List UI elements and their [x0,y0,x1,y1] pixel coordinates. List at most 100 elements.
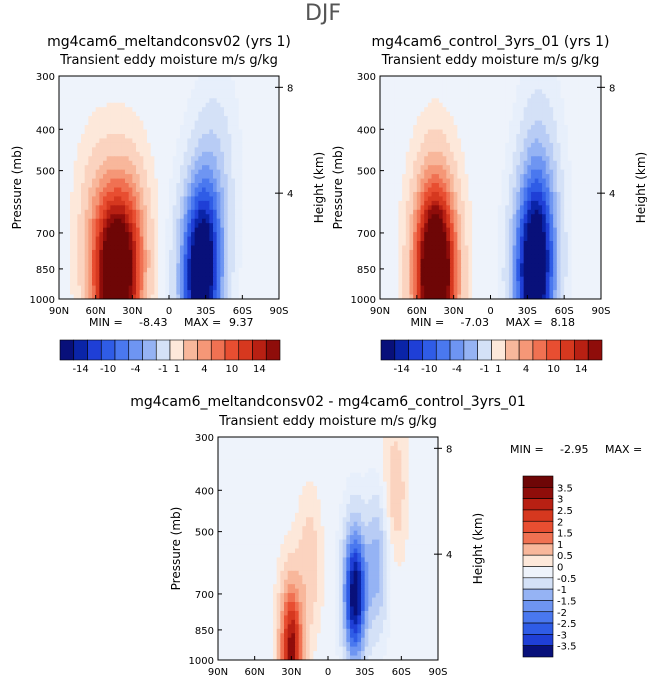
field-cell [187,294,192,299]
field-cell [264,151,269,157]
field-cell [246,263,251,269]
field-cell [457,116,462,122]
field-cell [99,89,104,95]
field-cell [253,241,258,247]
field-cell [486,187,492,193]
field-cell [161,191,166,198]
field-cell [147,196,152,202]
field-cell [586,196,591,202]
field-cell [139,245,144,251]
field-cell [147,272,152,278]
field-cell [424,160,429,166]
field-cell [209,93,214,99]
field-cell [84,205,89,211]
field-cell [431,107,436,113]
field-cell [516,191,521,198]
field-cell [216,205,221,211]
field-cell [246,116,251,122]
field-cell [512,107,517,113]
field-cell [73,129,78,135]
field-cell [73,290,78,296]
field-cell [143,281,148,287]
y2-tick-label: 4 [287,189,293,200]
field-cell [424,178,429,184]
field-cell [442,151,447,157]
field-cell [169,223,174,229]
field-cell [538,84,543,90]
field-cell [501,116,506,122]
field-cell [253,98,258,104]
field-cell [538,174,543,180]
field-cell [505,89,510,95]
field-cell [150,102,155,108]
field-cell [475,165,481,171]
field-cell [564,191,569,198]
field-cell [479,89,484,95]
field-cell [150,245,155,251]
field-cell [139,276,144,282]
field-cell [238,174,243,180]
field-cell [231,93,236,99]
field-cell [253,183,258,189]
field-cell [464,178,469,184]
field-cell [62,80,67,86]
field-cell [578,196,584,202]
field-cell [161,142,166,148]
field-cell [216,272,221,278]
field-cell [464,107,469,113]
field-cell [106,227,111,233]
field-cell [202,116,207,122]
field-cell [114,191,119,198]
colorbar-label: -4 [131,364,141,375]
field-cell [183,191,188,198]
field-cell [275,227,279,233]
field-cell [95,272,100,278]
field-cell [172,147,177,153]
field-cell [394,120,400,126]
field-cell [416,125,422,131]
field-cell [169,151,174,157]
field-cell [62,241,67,247]
field-cell [183,236,188,242]
field-cell [512,111,517,117]
field-cell [271,232,276,238]
field-cell [494,133,499,140]
field-cell [224,107,229,113]
field-cell [545,80,551,86]
field-cell [589,98,595,104]
field-cell [106,174,111,180]
field-cell [578,200,584,206]
field-cell [95,263,100,269]
field-cell [150,93,155,99]
field-cell [121,160,126,166]
field-cell [497,174,503,180]
field-cell [154,245,159,251]
field-cell [442,187,447,193]
field-cell [92,76,97,82]
field-cell [519,98,525,104]
field-cell [246,276,251,282]
field-cell [260,76,265,82]
field-cell [216,142,221,148]
field-cell [95,290,100,296]
field-cell [486,111,492,117]
field-cell [472,76,477,82]
field-cell [249,263,254,269]
field-cell [176,205,181,211]
field-cell [416,129,422,135]
field-cell [516,187,521,193]
field-cell [424,191,429,198]
field-cell [191,223,196,229]
field-cell [431,187,436,193]
field-cell [213,205,218,211]
field-cell [575,156,580,162]
field-cell [380,98,385,104]
field-cell [442,129,447,135]
field-cell [275,200,279,206]
field-cell [249,111,254,117]
field-cell [150,111,155,117]
field-cell [446,76,451,82]
field-cell [268,281,273,287]
field-cell [238,187,243,193]
field-cell [501,151,506,157]
